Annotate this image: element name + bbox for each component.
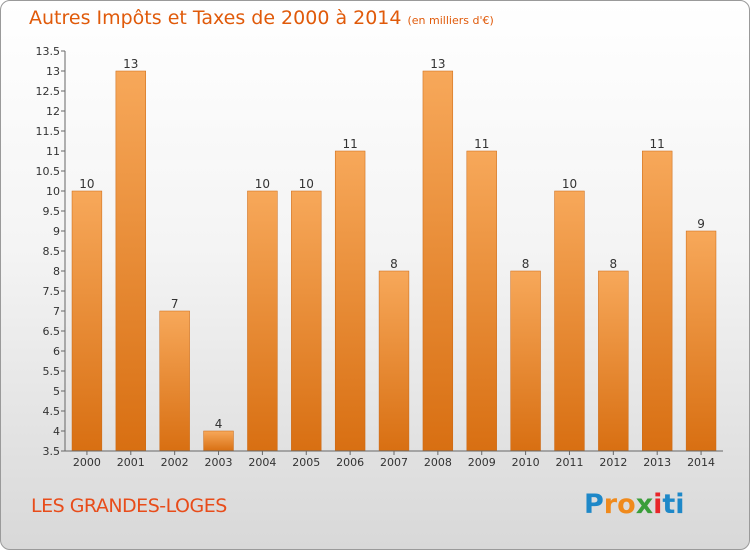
place-name: LES GRANDES-LOGES: [31, 495, 227, 517]
x-tick-label-2000: 2000: [73, 456, 101, 469]
x-tick-label-2008: 2008: [424, 456, 452, 469]
bar-2009: [466, 150, 497, 452]
y-tick-label: 4.5: [43, 405, 61, 418]
bar-2006: [334, 150, 366, 452]
data-label-2011: 10: [562, 177, 577, 191]
x-tick-label-2011: 2011: [555, 456, 583, 469]
y-tick-label: 11.5: [36, 125, 61, 138]
x-tick-label-2006: 2006: [336, 456, 364, 469]
y-tick-label: 7: [53, 305, 60, 318]
x-tick-label-2013: 2013: [643, 456, 671, 469]
logo-letter: i: [675, 489, 685, 520]
y-tick-label: 6: [53, 345, 60, 358]
x-axis: 2000 2001 2002 2003 2004 2005 2006 2007 2008 2009…: [65, 450, 723, 469]
bar-2013: [642, 150, 673, 452]
y-tick-label: 13.5: [36, 45, 61, 58]
bar-2010: [510, 270, 541, 452]
x-tick-label-2005: 2005: [292, 456, 320, 469]
y-tick-label: 12: [46, 105, 60, 118]
data-label-2002: 7: [171, 297, 179, 311]
data-label-2007: 8: [390, 257, 398, 271]
x-tick-label-2007: 2007: [380, 456, 408, 469]
y-tick-label: 8.5: [43, 245, 61, 258]
data-label-2008: 13: [430, 57, 445, 71]
bar-2007: [378, 270, 410, 452]
bars-group: 10 13 7 4 10 10 11 8 13 11 8 10 8 11 9: [71, 57, 717, 452]
bar-2002: [159, 310, 190, 452]
y-tick-label: 6.5: [43, 325, 61, 338]
chart-unit: (en milliers d'€): [407, 14, 494, 27]
bar-2003: [203, 430, 234, 452]
data-label-2003: 4: [215, 417, 223, 431]
x-tick-label-2009: 2009: [468, 456, 496, 469]
chart-title-text: Autres Impôts et Taxes de 2000 à 2014: [29, 7, 402, 29]
y-tick-label: 10.5: [36, 165, 61, 178]
bar-2012: [598, 270, 629, 452]
y-tick-label: 8: [53, 265, 60, 278]
logo-letter: i: [653, 489, 663, 520]
data-label-2013: 11: [650, 137, 665, 151]
data-label-2014: 9: [697, 217, 705, 231]
data-label-2009: 11: [474, 137, 489, 151]
bar-2000: [71, 190, 103, 452]
bar-2008: [422, 70, 454, 452]
chart-title: Autres Impôts et Taxes de 2000 à 2014 (en…: [29, 7, 494, 29]
logo-letter: x: [635, 489, 654, 520]
data-label-2010: 8: [522, 257, 530, 271]
y-tick-label: 11: [46, 145, 60, 158]
y-tick-label: 3.5: [43, 445, 61, 458]
y-axis: 3.5 4 4.5 5 5.5 6 6.5 7 7.5 8 8.5 9 9.5 10 10.5 11 11.5 1…: [36, 45, 66, 458]
logo-letter: r: [603, 489, 618, 520]
logo-letter: o: [617, 489, 636, 520]
x-tick-label-2012: 2012: [599, 456, 627, 469]
y-tick-label: 7.5: [43, 285, 61, 298]
bar-2001: [115, 70, 146, 452]
data-label-2006: 11: [342, 137, 357, 151]
y-tick-label: 10: [46, 185, 60, 198]
bar-2011: [554, 190, 585, 452]
x-tick-label-2003: 2003: [205, 456, 233, 469]
x-tick-label-2002: 2002: [161, 456, 189, 469]
x-tick-label-2004: 2004: [248, 456, 276, 469]
x-tick-label-2014: 2014: [687, 456, 715, 469]
data-label-2005: 10: [299, 177, 314, 191]
bar-2014: [685, 230, 717, 452]
y-tick-label: 9: [53, 225, 60, 238]
bar-2005: [291, 190, 322, 452]
x-tick-label-2001: 2001: [117, 456, 145, 469]
bar-2004: [247, 190, 278, 452]
y-tick-label: 4: [53, 425, 60, 438]
logo-letter: P: [584, 489, 604, 520]
data-label-2012: 8: [610, 257, 618, 271]
data-label-2004: 10: [255, 177, 270, 191]
data-label-2000: 10: [79, 177, 94, 191]
y-tick-label: 12.5: [36, 85, 61, 98]
x-tick-label-2010: 2010: [512, 456, 540, 469]
data-label-2001: 13: [123, 57, 138, 71]
proxiti-logo: Proxiti: [584, 489, 685, 520]
y-tick-label: 9.5: [43, 205, 61, 218]
logo-letter: t: [662, 489, 676, 520]
y-tick-label: 5: [53, 385, 60, 398]
y-tick-label: 5.5: [43, 365, 61, 378]
y-tick-label: 13: [46, 65, 60, 78]
